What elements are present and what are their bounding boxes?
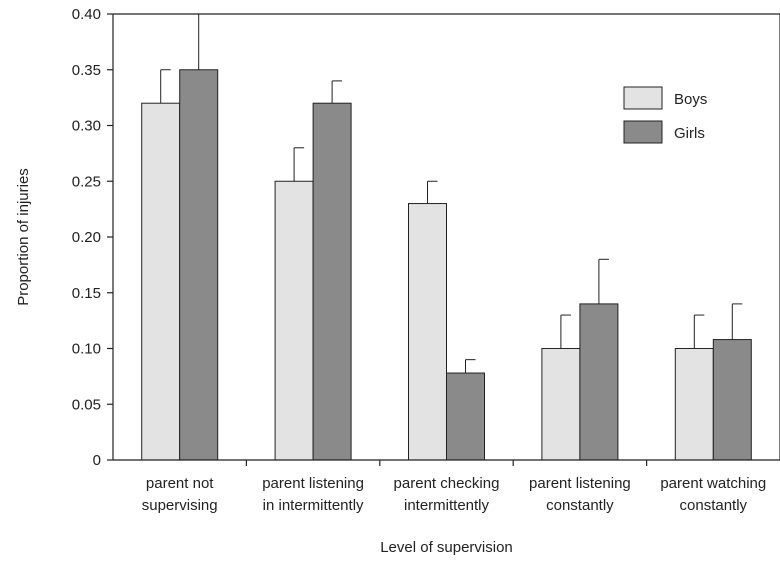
bar-girls-4	[712, 339, 752, 461]
legend-label-girls: Girls	[674, 125, 705, 142]
bar-girls-0	[179, 69, 219, 461]
bars	[141, 13, 752, 461]
x-category-label: parent listening	[262, 475, 364, 492]
y-tick-label: 0.25	[72, 173, 101, 190]
x-category-label: in intermittently	[263, 497, 364, 514]
x-axis-category-labels: parent not supervising parent listening in …	[142, 475, 766, 514]
x-category-label: parent listening	[529, 475, 631, 492]
y-axis-ticks: 0 0.05 0.10 0.15 0.20 0.25 0.30 0.35 0.40	[72, 6, 113, 469]
bar-boys-1	[274, 180, 314, 461]
y-tick-label: 0.20	[72, 229, 101, 246]
bar-boys-4	[674, 348, 714, 461]
y-tick-label: 0.30	[72, 118, 101, 135]
x-category-label: parent checking	[394, 475, 500, 492]
legend-label-boys: Boys	[674, 91, 707, 108]
bar-boys-3	[541, 348, 581, 461]
legend-swatch-boys	[623, 86, 663, 110]
y-tick-label: 0.35	[72, 62, 101, 79]
x-axis-ticks	[245, 460, 648, 466]
x-category-label: intermittently	[404, 497, 490, 514]
y-tick-label: 0.40	[72, 6, 101, 23]
y-tick-label: 0.15	[72, 285, 101, 302]
bar-girls-1	[312, 102, 352, 461]
y-tick-label: 0	[93, 452, 101, 469]
x-axis-title: Level of supervision	[380, 539, 513, 556]
bar-girls-2	[446, 372, 485, 461]
x-category-label: constantly	[546, 497, 614, 514]
x-category-label: parent watching	[660, 475, 766, 492]
x-category-label: constantly	[680, 497, 748, 514]
y-axis-title: Proportion of injuries	[15, 168, 32, 306]
legend-swatch-girls	[623, 120, 663, 144]
y-tick-label: 0.10	[72, 341, 101, 358]
bar-boys-0	[141, 102, 181, 461]
x-category-label: supervising	[142, 497, 218, 514]
y-tick-label: 0.05	[72, 396, 101, 413]
bar-girls-3	[579, 303, 619, 461]
x-category-label: parent not	[146, 475, 214, 492]
bar-boys-2	[408, 203, 447, 461]
legend: Boys Girls	[623, 86, 707, 144]
